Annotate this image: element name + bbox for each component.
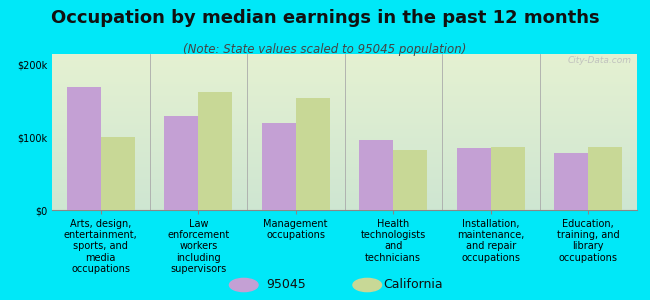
Text: City-Data.com: City-Data.com [567,56,631,64]
Bar [588,147,623,210]
Bar [66,87,101,210]
Bar [359,140,393,210]
Text: (Note: State values scaled to 95045 population): (Note: State values scaled to 95045 popu… [183,44,467,56]
Bar [393,150,428,210]
Bar [164,116,198,210]
Bar [198,92,233,210]
Bar [261,123,296,210]
Bar [101,137,135,210]
Text: 95045: 95045 [266,278,306,292]
Bar [457,148,491,210]
Bar [296,98,330,210]
Bar [554,153,588,210]
Text: California: California [384,278,443,292]
Text: Occupation by median earnings in the past 12 months: Occupation by median earnings in the pas… [51,9,599,27]
Bar [491,147,525,210]
